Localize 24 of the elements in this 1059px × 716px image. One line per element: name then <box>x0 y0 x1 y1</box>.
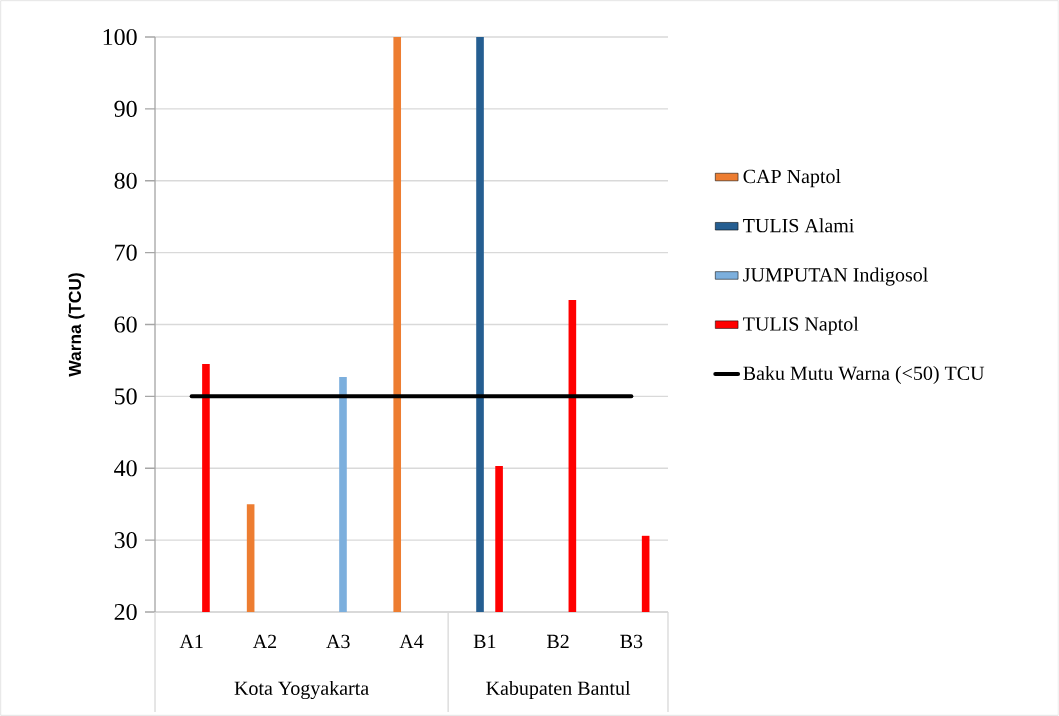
x-tick-label: A4 <box>399 634 424 648</box>
x-tick-label: A1 <box>179 634 203 648</box>
legend-label: TULIS Alami <box>743 218 854 233</box>
y-tick-label: 80 <box>114 172 137 189</box>
legend-label: CAP Naptol <box>743 169 841 188</box>
y-tick-label: 70 <box>115 244 137 261</box>
legend-label: Baku Mutu Warna (<50) TCU <box>743 365 985 385</box>
y-tick-label: 30 <box>114 532 137 549</box>
y-axis-title: Warna (TCU) <box>68 273 85 377</box>
y-tick-label: 40 <box>114 460 137 477</box>
x-tick-label: B2 <box>546 634 569 649</box>
text: Kabupaten Bantul <box>486 680 631 700</box>
x-tick-label: B3 <box>620 634 643 649</box>
x-tick-label: B1 <box>473 634 496 648</box>
y-tick-label: 60 <box>114 316 137 333</box>
text: Kota Yogyakarta <box>234 680 369 700</box>
y-tick-label: 90 <box>114 100 137 117</box>
legend-label: JUMPUTAN Indigosol <box>743 267 928 286</box>
y-tick-label: 50 <box>115 388 137 405</box>
x-tick-label: A3 <box>326 634 350 649</box>
y-tick-label: 100 <box>103 28 137 46</box>
legend-label: TULIS Naptol <box>743 316 859 335</box>
y-tick-label: 20 <box>114 603 137 621</box>
x-tick-label: A2 <box>252 634 277 648</box>
